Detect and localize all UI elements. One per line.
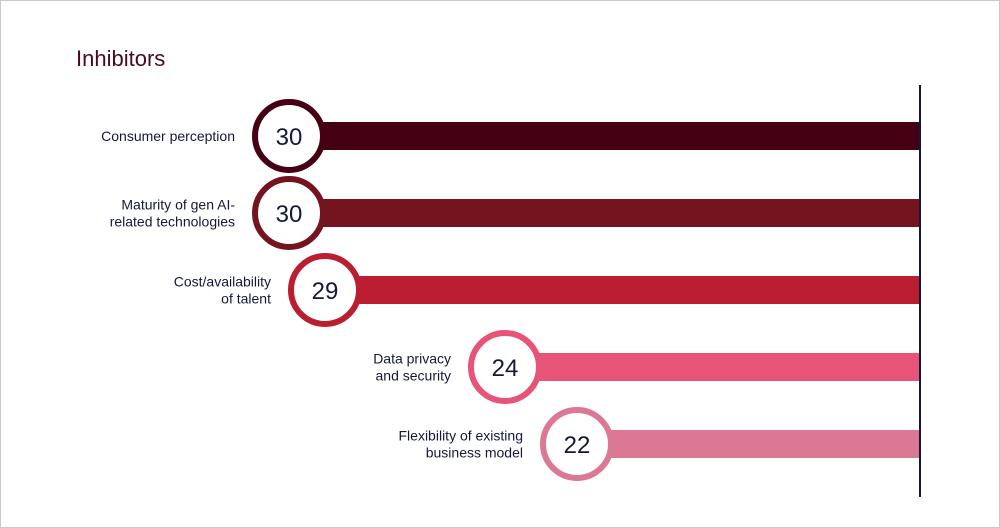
value-label-2: 30 [276, 201, 303, 228]
value-circle-2 [252, 176, 326, 250]
value-label-5: 22 [564, 432, 591, 459]
value-circle-3 [288, 253, 362, 327]
category-label-line: of talent [221, 291, 271, 307]
category-label-line: related technologies [110, 214, 235, 230]
category-label-5: Flexibility of existing business model [399, 428, 524, 461]
bar-1 [289, 122, 920, 150]
bar-3 [325, 276, 920, 304]
bar-4 [505, 353, 920, 381]
category-label-line: Data privacy [373, 351, 451, 367]
category-label-2: Maturity of gen AI-related technologies [110, 197, 236, 230]
bars-group: 30 Consumer perception 30 Maturity of gen A… [101, 99, 920, 481]
category-label-line: and security [376, 368, 451, 384]
value-label-4: 24 [492, 355, 519, 382]
category-label-3: Cost/availability of talent [174, 274, 271, 307]
bar-2 [289, 199, 920, 227]
category-label-line: Flexibility of existing [399, 428, 524, 444]
value-circle-5 [540, 407, 614, 481]
category-label-line: Cost/availability [174, 274, 271, 290]
category-label-4: Data privacy and security [373, 351, 451, 384]
value-label-1: 30 [276, 124, 303, 151]
category-label-line: business model [426, 445, 523, 461]
category-label-line: Maturity of gen AI- [121, 197, 235, 213]
bar-5 [577, 430, 920, 458]
category-label-line: Consumer perception [101, 128, 235, 144]
value-circle-4 [468, 330, 542, 404]
value-circle-1 [252, 99, 326, 173]
chart-title: Inhibitors [76, 46, 165, 71]
value-label-3: 29 [312, 278, 339, 305]
category-label-1: Consumer perception [101, 128, 235, 144]
